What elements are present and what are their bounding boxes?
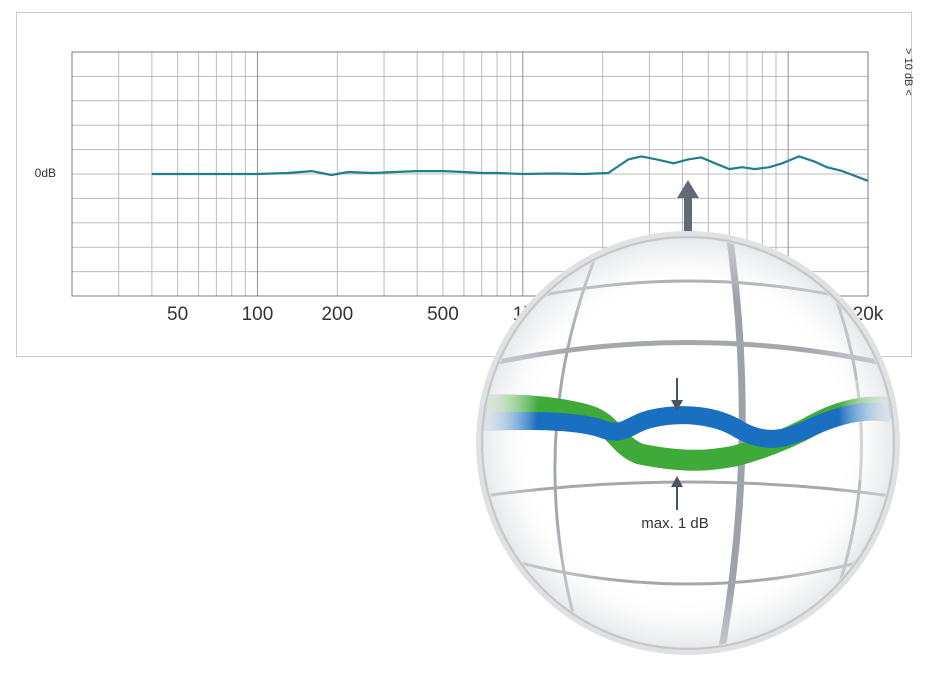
magnifier-lens xyxy=(476,231,900,655)
deviation-arrows xyxy=(671,378,683,510)
x-tick-label: 100 xyxy=(242,304,274,325)
grid-horizontal xyxy=(72,75,868,273)
max-deviation-label: max. 1 dB xyxy=(641,515,709,532)
scale-label: > 10 dB < xyxy=(902,48,914,96)
x-tick-label: 200 xyxy=(321,304,353,325)
zero-db-label: 0dB xyxy=(35,166,56,180)
x-tick-label: 50 xyxy=(167,304,188,325)
plot-border xyxy=(71,51,869,297)
pointer-arrow xyxy=(677,180,699,232)
x-tick-label: 500 xyxy=(427,304,459,325)
response-curve xyxy=(151,155,869,182)
